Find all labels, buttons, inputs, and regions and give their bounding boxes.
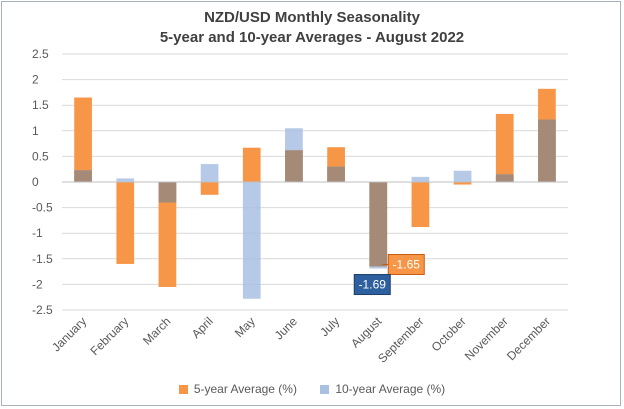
annotation-5yr-label: -1.65	[393, 257, 421, 271]
x-tick-label: November	[462, 314, 511, 363]
bar-5yr-february	[116, 182, 135, 264]
title-line-2: 5-year and 10-year Averages - August 202…	[159, 29, 465, 46]
y-tick-label: -1.5	[32, 252, 53, 266]
legend-item-10yr: 10-year Average (%)	[320, 382, 445, 396]
bar-5yr-november	[495, 113, 514, 182]
bar-5yr-september	[411, 182, 430, 228]
bar-10yr-september	[411, 176, 430, 182]
x-tick-label: April	[189, 314, 216, 341]
x-tick-label: July	[317, 314, 342, 339]
bar-5yr-april	[200, 182, 219, 195]
x-tick-label: March	[140, 314, 173, 347]
chart-title: NZD/USD Monthly Seasonality 5-year and 1…	[0, 8, 624, 48]
y-tick-label: 1	[32, 124, 39, 138]
y-tick-label: -0.5	[32, 201, 53, 215]
bar-5yr-october	[453, 182, 472, 185]
bar-10yr-october	[453, 170, 472, 182]
bar-5yr-january	[74, 97, 92, 182]
x-tick-label: June	[272, 314, 301, 343]
bar-5yr-may	[242, 147, 261, 182]
x-tick-label: February	[88, 314, 132, 358]
bar-overlap-august	[369, 182, 388, 267]
y-tick-label: 2.5	[32, 47, 49, 61]
legend-swatch-10yr	[320, 385, 330, 394]
legend-item-5yr: 5-year Average (%)	[178, 382, 297, 396]
y-tick-label: -1	[32, 226, 43, 240]
x-tick-label: September	[375, 314, 426, 365]
annotation-10yr-label: -1.69	[359, 278, 387, 292]
y-tick-label: 1.5	[32, 98, 49, 112]
bar-overlap-december	[538, 119, 556, 182]
annotation-10yr-box	[353, 274, 391, 296]
bar-overlap-november	[495, 174, 514, 182]
legend-swatch-5yr	[178, 385, 188, 394]
bar-10yr-february	[116, 178, 135, 182]
bar-10yr-april	[200, 164, 219, 182]
x-tick-label: January	[49, 314, 89, 354]
y-tick-label: 2	[32, 73, 39, 87]
x-tick-label: October	[429, 314, 469, 354]
legend-label-5yr: 5-year Average (%)	[193, 382, 297, 396]
bar-10yr-may	[242, 182, 261, 299]
x-tick-label: May	[232, 314, 258, 340]
bar-overlap-june	[285, 150, 303, 182]
y-tick-label: -2	[32, 277, 43, 291]
x-tick-label: December	[504, 314, 553, 363]
bar-overlap-january	[74, 170, 92, 182]
title-line-1: NZD/USD Monthly Seasonality	[204, 9, 420, 26]
bar-5yr-march	[158, 182, 177, 287]
bar-overlap-july	[327, 166, 345, 182]
legend: 5-year Average (%) 10-year Average (%)	[0, 382, 624, 396]
x-tick-label: August	[348, 314, 385, 351]
legend-label-10yr: 10-year Average (%)	[335, 382, 446, 396]
y-tick-label: 0	[32, 175, 39, 189]
bar-overlap-march	[158, 182, 177, 203]
y-tick-label: -2.5	[32, 303, 53, 317]
y-tick-label: 0.5	[32, 149, 49, 163]
